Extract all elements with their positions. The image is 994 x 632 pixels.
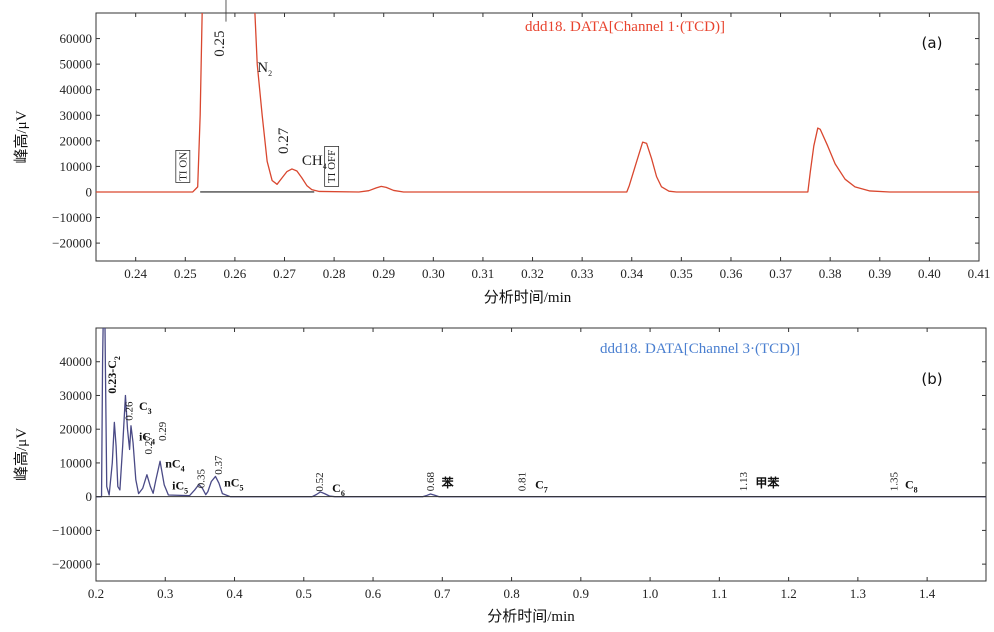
x-tick-label: 1.1 <box>711 586 727 601</box>
panel-tag: (a) <box>922 34 943 52</box>
y-tick-label: 10000 <box>60 159 93 174</box>
chart-panel-a: −20000 −10000 0 10000 20000 30000 40000 50000 60… <box>13 0 990 306</box>
x-tick-label: 0.2 <box>88 586 104 601</box>
event-marker-box <box>324 146 340 187</box>
chart-title: ddd18. DATA[Channel 1·(TCD)] <box>525 19 725 35</box>
peak-annotation: 0.37 <box>213 455 225 475</box>
peak-annotation: 0.68 <box>425 472 437 492</box>
x-tick-label: 0.28 <box>323 266 346 281</box>
x-axis-label: 分析时间/min <box>487 608 575 625</box>
peak-annotation: 0.81 <box>516 472 528 491</box>
x-tick-label: 0.37 <box>769 266 792 281</box>
peak-annotation: C3 <box>139 399 152 416</box>
x-tick-label: 0.34 <box>620 266 643 281</box>
plot-frame <box>95 12 980 262</box>
chart-panel-b: −20000 −10000 0 10000 20000 30000 40000 0.2 0.3 0… <box>13 327 987 625</box>
x-tick-label: 0.36 <box>720 266 743 281</box>
y-tick-label: −10000 <box>52 523 92 538</box>
x-tick-label: 0.5 <box>296 586 312 601</box>
x-tick-label: 0.4 <box>226 586 243 601</box>
peak-annotation: N2 <box>257 60 272 78</box>
peak-annotation: nC4 <box>165 456 184 473</box>
x-tick-label: 1.4 <box>919 586 936 601</box>
y-tick-label: 20000 <box>60 133 93 148</box>
peak-annotation: CH4 <box>302 153 327 171</box>
x-tick-label: 0.26 <box>224 266 247 281</box>
plot-frame <box>95 327 987 582</box>
x-tick-label: 0.3 <box>157 586 173 601</box>
peak-annotation: C7 <box>535 478 548 495</box>
series-line <box>96 328 986 498</box>
peak-annotation: 1.35 <box>888 472 900 492</box>
y-tick-label: −10000 <box>52 210 92 225</box>
x-tick-label: 0.7 <box>434 586 451 601</box>
peak-annotation: C8 <box>905 478 918 495</box>
peak-annotation: 0.52 <box>314 472 326 491</box>
x-tick-label: 0.31 <box>472 266 495 281</box>
x-tick-label: 0.30 <box>422 266 445 281</box>
y-tick-label: 50000 <box>60 57 93 72</box>
x-tick-label: 1.3 <box>850 586 866 601</box>
x-tick-label: 0.41 <box>968 266 991 281</box>
y-tick-label: −20000 <box>52 557 92 572</box>
chart-title: ddd18. DATA[Channel 3·(TCD)] <box>600 341 800 357</box>
series-line <box>96 13 979 193</box>
x-tick-label: 0.27 <box>273 266 296 281</box>
y-tick-label: 30000 <box>60 388 93 403</box>
panel-tag: (b) <box>921 370 942 388</box>
x-axis-label: 分析时间/min <box>484 289 572 306</box>
peak-annotation: 0.25 <box>212 31 228 57</box>
peak-annotation: iC5 <box>172 479 188 496</box>
y-tick-label: 0 <box>86 184 93 199</box>
y-tick-label: −20000 <box>52 236 92 251</box>
peak-annotation: 0.35 <box>196 468 208 488</box>
peak-annotation: iC4 <box>139 430 155 447</box>
peak-annotation: 1.13 <box>738 472 750 492</box>
x-tick-label: 0.25 <box>174 266 197 281</box>
x-tick-label: 1.2 <box>780 586 796 601</box>
event-marker-box <box>175 150 191 183</box>
peak-annotation: 0.23-C2 <box>105 356 122 394</box>
peak-annotation: 甲苯 <box>755 475 780 490</box>
peak-annotation: 0.27 <box>276 127 292 154</box>
y-tick-label: 20000 <box>60 422 93 437</box>
x-tick-label: 0.9 <box>573 586 589 601</box>
x-tick-label: 0.38 <box>819 266 842 281</box>
y-tick-label: 40000 <box>60 82 93 97</box>
peak-annotation: 0.27 <box>143 435 155 455</box>
x-tick-label: 0.35 <box>670 266 693 281</box>
x-tick-label: 0.29 <box>372 266 395 281</box>
x-tick-label: 0.24 <box>124 266 147 281</box>
x-tick-label: 0.32 <box>521 266 544 281</box>
peak-annotation: nC5 <box>224 476 243 493</box>
y-tick-label: 60000 <box>60 31 93 46</box>
y-axis-label: 峰高/μV <box>13 110 30 163</box>
x-tick-label: 0.8 <box>503 586 519 601</box>
x-tick-label: 0.40 <box>918 266 941 281</box>
peak-annotation: C6 <box>332 481 345 498</box>
y-tick-label: 10000 <box>60 455 93 470</box>
x-tick-label: 1.0 <box>642 586 658 601</box>
peak-annotation: 0.29 <box>157 421 169 441</box>
x-tick-label: 0.33 <box>571 266 594 281</box>
peak-annotation: 0.26 <box>124 401 136 421</box>
x-tick-label: 0.39 <box>868 266 891 281</box>
peak-annotation: 苯 <box>441 475 455 490</box>
event-marker: TI ON <box>175 150 191 183</box>
x-tick-label: 0.6 <box>365 586 382 601</box>
y-tick-label: 30000 <box>60 108 93 123</box>
y-tick-label: 0 <box>86 489 93 504</box>
y-axis-label: 峰高/μV <box>13 428 30 481</box>
y-tick-label: 40000 <box>60 354 93 369</box>
event-marker-label: TI ON <box>177 152 189 181</box>
event-marker-label: TI OFF <box>326 150 338 183</box>
event-marker: TI OFF <box>324 146 340 187</box>
